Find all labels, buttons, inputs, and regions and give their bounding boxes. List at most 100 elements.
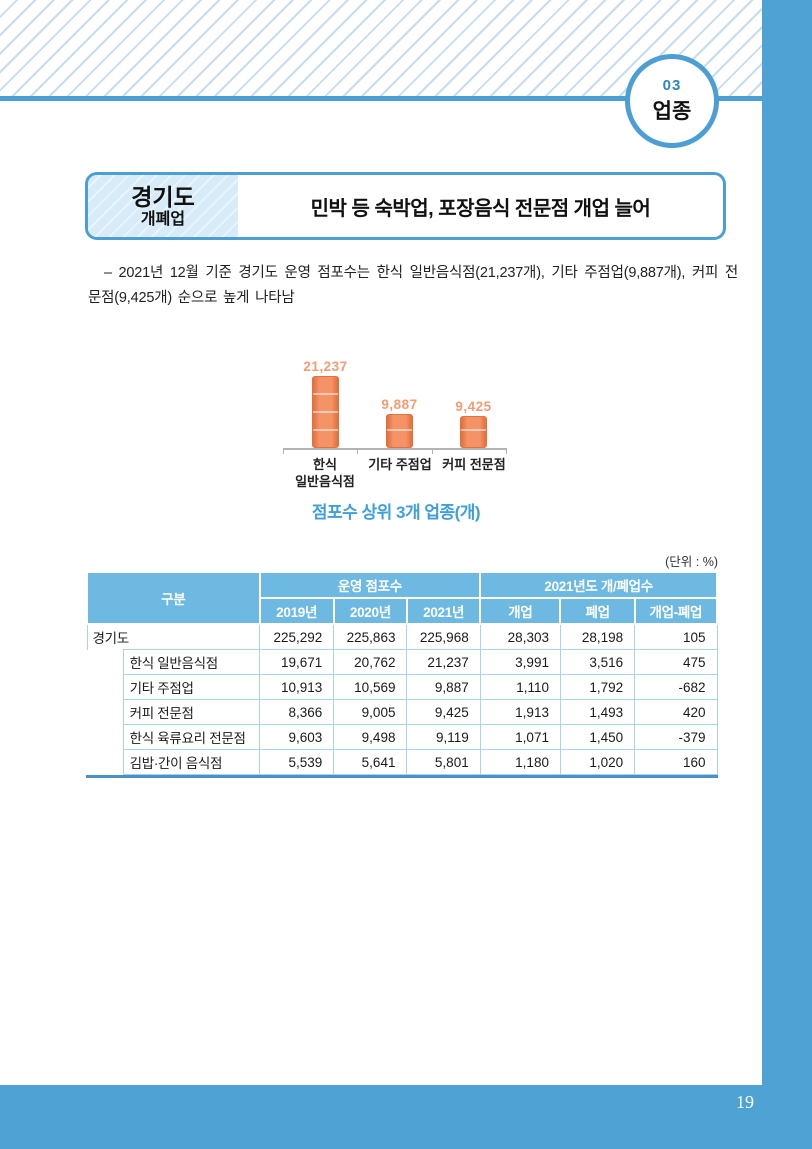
cell-value: 1,792: [559, 674, 636, 700]
cell-value: 9,498: [333, 724, 408, 750]
col-header-open-minus-close: 개업-폐업: [633, 597, 719, 625]
cell-value: 9,603: [259, 724, 335, 750]
table-row: 한식 일반음식점 19,671 20,762 21,237 3,991 3,51…: [87, 649, 718, 675]
col-header-2019: 2019년: [258, 597, 335, 625]
intro-paragraph: – 2021년 12월 기준 경기도 운영 점포수는 한식 일반음식점(21,2…: [88, 265, 738, 306]
col-header-open: 개업: [479, 597, 562, 625]
cell-value: 9,425: [406, 699, 481, 725]
col-header-close: 폐업: [559, 597, 636, 625]
row-label: 한식 일반음식점: [122, 649, 261, 675]
table-header-row-2: 2019년 2020년 2021년 개업 폐업 개업-폐업: [87, 597, 719, 625]
bar-value-label: 21,237: [303, 359, 348, 374]
region-subtitle: 개폐업: [140, 210, 186, 228]
category-label: 커피 전문점: [442, 457, 506, 472]
cell-value: 225,968: [406, 623, 481, 650]
cell-value: 9,887: [406, 674, 481, 700]
cell-value: 20,762: [333, 649, 408, 675]
table-row: 한식 육류요리 전문점 9,603 9,498 9,119 1,071 1,45…: [87, 724, 718, 750]
cell-value: 225,292: [259, 623, 335, 650]
row-label: 한식 육류요리 전문점: [122, 724, 261, 750]
unit-label: (단위 : %): [665, 555, 718, 569]
cell-value: 1,020: [559, 749, 636, 775]
table-row: 기타 주점업 10,913 10,569 9,887 1,110 1,792 -…: [87, 674, 718, 700]
bar-value-label: 9,425: [455, 399, 492, 414]
cell-value: 8,366: [259, 699, 335, 725]
table-row: 경기도 225,292 225,863 225,968 28,303 28,19…: [86, 623, 718, 650]
x-axis-tick: [506, 450, 507, 454]
section-badge: 03 업종: [625, 54, 719, 148]
headline: 민박 등 숙박업, 포장음식 전문점 개업 늘어: [310, 197, 651, 220]
cell-value: 3,516: [559, 649, 636, 675]
cell-value: 420: [634, 699, 718, 725]
region-name: 경기도: [131, 183, 195, 210]
cell-value: 28,198: [559, 623, 636, 650]
bar-group: 9,887: [381, 397, 417, 448]
indent-cell: [87, 699, 124, 725]
col-header-gubun: 구분: [86, 571, 261, 625]
cell-value: 21,237: [406, 649, 481, 675]
data-table: 구분 운영 점포수 2021년도 개/폐업수 2019년 2020년 2021년…: [86, 571, 719, 775]
row-label: 커피 전문점: [122, 699, 261, 725]
indent-cell: [87, 674, 124, 700]
right-edge-bar: [762, 0, 812, 1149]
category-label: 기타 주점업: [368, 457, 432, 472]
table-header-row-1: 구분 운영 점포수 2021년도 개/폐업수: [86, 571, 718, 625]
region-label: 경기도 개폐업: [88, 175, 238, 237]
col-group-open-close: 2021년도 개/폐업수: [479, 571, 718, 599]
cell-value: 5,539: [259, 749, 335, 775]
col-header-2020: 2020년: [332, 597, 408, 625]
chart-plot-area: 21,237 9,887 9,425: [283, 358, 507, 454]
cell-value: 9,005: [333, 699, 408, 725]
cell-value: 1,493: [559, 699, 636, 725]
x-axis-tick: [432, 450, 433, 454]
bar: [312, 376, 339, 448]
footer-bar: 19: [0, 1085, 812, 1149]
col-header-2021: 2021년: [405, 597, 482, 625]
indent-cell: [87, 749, 124, 775]
cell-value: 1,110: [479, 674, 561, 700]
cell-value: -682: [634, 674, 718, 700]
cell-value: 160: [634, 749, 718, 775]
header-rule: [0, 96, 762, 101]
table-bottom-rule: [86, 775, 718, 778]
cell-value: 5,641: [333, 749, 408, 775]
cell-value: 475: [634, 649, 718, 675]
chart-caption: 점포수 상위 3개 업종(개): [311, 503, 481, 522]
cell-value: 1,913: [479, 699, 561, 725]
table-row: 김밥·간이 음식점 5,539 5,641 5,801 1,180 1,020 …: [87, 749, 718, 775]
cell-value: -379: [634, 724, 718, 750]
cell-value: 1,180: [479, 749, 561, 775]
bar-group: 21,237: [303, 359, 347, 448]
bar: [386, 414, 413, 448]
row-label: 기타 주점업: [122, 674, 261, 700]
section-label: 업종: [652, 100, 692, 123]
data-table-wrap: 구분 운영 점포수 2021년도 개/폐업수 2019년 2020년 2021년…: [86, 571, 719, 778]
bar-chart: 21,237 9,887 9,425 한식 일반음식점 기타 주점업 커피 전문…: [283, 358, 509, 489]
bar-group: 9,425: [455, 399, 491, 448]
cell-value: 19,671: [259, 649, 335, 675]
col-group-store-count: 운영 점포수: [258, 571, 482, 599]
indent-cell: [87, 724, 124, 750]
indent-cell: [87, 649, 124, 675]
cell-value: 1,071: [479, 724, 561, 750]
x-axis-tick: [357, 450, 358, 454]
row-label: 김밥·간이 음식점: [122, 749, 261, 775]
row-label: 경기도: [86, 623, 261, 650]
cell-value: 1,450: [559, 724, 636, 750]
section-number: 03: [662, 77, 682, 94]
page-number: 19: [736, 1092, 754, 1112]
category-label: 한식 일반음식점: [295, 457, 355, 489]
bar-value-label: 9,887: [381, 397, 418, 412]
cell-value: 28,303: [479, 623, 561, 650]
cell-value: 3,991: [479, 649, 561, 675]
cell-value: 10,913: [259, 674, 335, 700]
cell-value: 225,863: [333, 623, 408, 650]
bar: [460, 416, 487, 448]
x-axis-tick: [283, 450, 284, 454]
title-box: 경기도 개폐업 민박 등 숙박업, 포장음식 전문점 개업 늘어: [85, 172, 726, 240]
table-row: 커피 전문점 8,366 9,005 9,425 1,913 1,493 420: [87, 699, 718, 725]
cell-value: 5,801: [406, 749, 481, 775]
cell-value: 105: [634, 623, 718, 650]
cell-value: 9,119: [406, 724, 481, 750]
